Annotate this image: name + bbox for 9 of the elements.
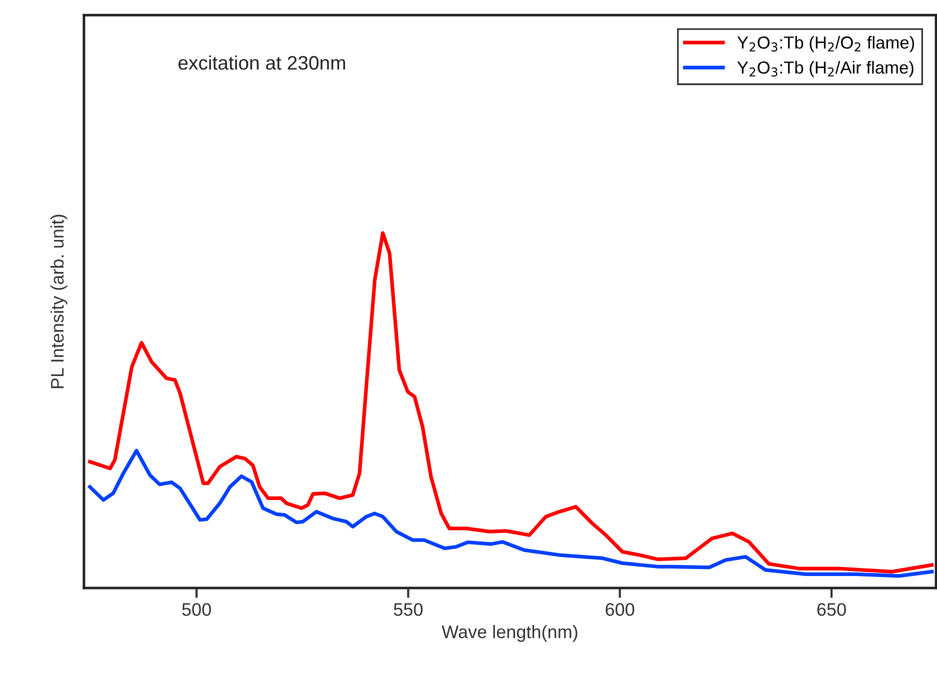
x-tick-label: 650 xyxy=(817,603,846,616)
legend-label: Y$_{2}$O$_{3}$:Tb (H$_{2}$/Air flame) xyxy=(737,60,914,78)
x-tick-label: 500 xyxy=(182,603,211,616)
x-axis-title: Wave length(nm) xyxy=(442,625,578,642)
x-tick-label: 550 xyxy=(394,603,423,616)
x-tick-label: 600 xyxy=(606,603,634,616)
text: Y$_{2}$O$_{3}$:Tb (H$_{2}$/O$_{2}$ flame) xyxy=(737,36,914,52)
y-axis-title: PL Intensity (arb. unit) xyxy=(50,214,68,388)
text: excitation at 230nm xyxy=(178,55,346,70)
